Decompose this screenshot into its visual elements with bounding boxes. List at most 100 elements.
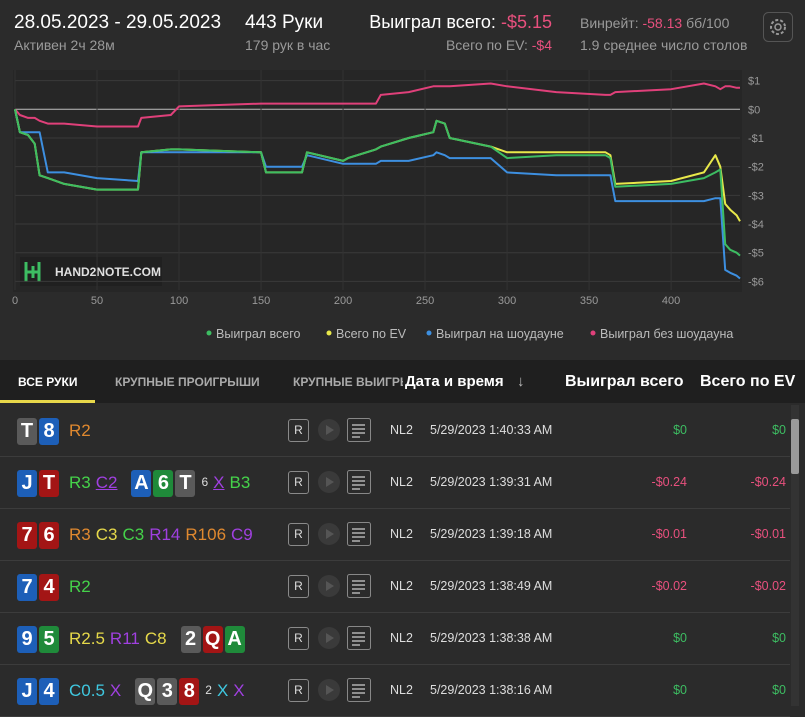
hand-line: 7 6 R3 C3 C3 R14 R106 C9 xyxy=(17,521,283,549)
action: R3 xyxy=(69,525,91,544)
hands-per-hour: 179 рук в час xyxy=(245,37,331,53)
tab[interactable]: КРУПНЫЕ ВЫИГРЫШИ xyxy=(293,375,403,389)
hand-line: J 4 C0.5 X Q 3 8 2 X X xyxy=(17,677,283,705)
hand-line: 7 4 R2 xyxy=(17,573,283,601)
limit: NL2 xyxy=(390,683,413,697)
legend-marker xyxy=(326,330,332,336)
column-header[interactable]: Выиграл всего xyxy=(565,373,684,390)
y-tick-label: -$1 xyxy=(748,133,764,145)
x-tick-label: 350 xyxy=(580,295,598,307)
pot-size: 6 xyxy=(201,475,209,489)
replay-button[interactable]: R xyxy=(288,471,309,494)
hand-row[interactable]: J 4 C0.5 X Q 3 8 2 X X R NL2 5/29/2023 1:38:16 AM $0 $… xyxy=(0,665,790,717)
notes-button[interactable] xyxy=(347,522,371,546)
ev: -$0.01 xyxy=(750,527,786,541)
date: 5/29/2023 1:38:38 AM xyxy=(430,631,553,645)
notes-button[interactable] xyxy=(347,470,371,494)
winrate-unit: бб/100 xyxy=(686,15,730,31)
won-total: Выиграл всего: -$5.15 xyxy=(369,12,552,33)
date: 5/29/2023 1:38:49 AM xyxy=(430,579,553,593)
replay-button[interactable]: R xyxy=(288,419,309,442)
action: B3 xyxy=(229,473,251,492)
active-time: Активен 2ч 28м xyxy=(14,37,115,53)
date: 5/29/2023 1:40:33 AM xyxy=(430,423,553,437)
play-button[interactable] xyxy=(317,470,341,494)
hole-card: 4 xyxy=(39,573,59,601)
hand-row[interactable]: 7 4 R2 R NL2 5/29/2023 1:38:49 AM -$0.02 -$0.02 xyxy=(0,561,790,613)
hole-card: 6 xyxy=(39,521,59,549)
action: R106 xyxy=(185,525,227,544)
action: C2 xyxy=(95,473,118,492)
x-tick-label: 400 xyxy=(662,295,680,307)
legend-marker xyxy=(206,330,212,336)
avg-tables: 1.9 среднее число столов xyxy=(580,37,748,53)
notes-button[interactable] xyxy=(347,574,371,598)
play-button[interactable] xyxy=(317,678,341,702)
action: X xyxy=(216,681,229,700)
hand-row[interactable]: J T R3 C2 A 6 T 6 X B3 R NL2 5/29/2023 1:39:31 AM -$0… xyxy=(0,457,790,509)
date: 5/29/2023 1:39:31 AM xyxy=(430,475,553,489)
hand-line: J T R3 C2 A 6 T 6 X B3 xyxy=(17,469,283,497)
action: R2.5 xyxy=(69,629,105,648)
play-button[interactable] xyxy=(317,626,341,650)
scrollbar[interactable] xyxy=(791,405,799,706)
hole-card: J xyxy=(17,677,37,705)
won: $0 xyxy=(673,631,687,645)
notes-button[interactable] xyxy=(347,626,371,650)
tab[interactable]: ВСЕ РУКИ xyxy=(18,375,78,389)
won-label: Выиграл всего: xyxy=(369,12,496,32)
ev-value: -$4 xyxy=(531,37,552,53)
replay-button[interactable]: R xyxy=(288,679,309,702)
action: R14 xyxy=(149,525,181,544)
replay-button[interactable]: R xyxy=(288,627,309,650)
column-header[interactable]: Дата и время xyxy=(405,373,504,390)
legend-label: Выиграл всего xyxy=(216,327,301,341)
action: X xyxy=(213,473,225,492)
ev: $0 xyxy=(772,631,786,645)
board-card: Q xyxy=(202,625,223,653)
replay-button[interactable]: R xyxy=(288,523,309,546)
limit: NL2 xyxy=(390,631,413,645)
y-tick-label: $0 xyxy=(748,104,760,116)
watermark-logo xyxy=(24,262,41,282)
tab[interactable]: КРУПНЫЕ ПРОИГРЫШИ xyxy=(115,375,260,389)
hand-row[interactable]: 9 5 R2.5 R11 C8 2 Q A R NL2 5/29/2023 1:38:38 AM $0… xyxy=(0,613,790,665)
notes-button[interactable] xyxy=(347,678,371,702)
hole-card: 7 xyxy=(17,573,37,601)
limit: NL2 xyxy=(390,579,413,593)
hand-row[interactable]: T 8 R2 R NL2 5/29/2023 1:40:33 AM $0 $0 xyxy=(0,405,790,457)
series-line xyxy=(14,109,741,257)
action: R3 xyxy=(69,473,91,492)
series-line xyxy=(14,109,741,280)
legend-label: Выиграл без шоудауна xyxy=(600,327,733,341)
active-tab-indicator xyxy=(0,400,95,403)
x-tick-label: 0 xyxy=(12,295,18,307)
board-card: A xyxy=(131,469,152,497)
column-header[interactable]: Всего по EV xyxy=(700,373,796,390)
play-button[interactable] xyxy=(317,418,341,442)
limit: NL2 xyxy=(390,527,413,541)
y-tick-label: $1 xyxy=(748,76,760,88)
hole-card: 8 xyxy=(39,417,59,445)
y-tick-label: -$5 xyxy=(748,248,764,260)
scrollbar-thumb[interactable] xyxy=(791,419,799,474)
ev: -$0.24 xyxy=(750,475,786,489)
won: -$0.24 xyxy=(651,475,687,489)
limit: NL2 xyxy=(390,475,413,489)
legend-marker xyxy=(590,330,596,336)
hand-line: T 8 R2 xyxy=(17,417,283,445)
settings-button[interactable] xyxy=(763,12,793,42)
notes-button[interactable] xyxy=(347,418,371,442)
play-button[interactable] xyxy=(317,522,341,546)
won: -$0.02 xyxy=(651,579,687,593)
winrate-label: Винрейт: xyxy=(580,15,639,31)
action: C3 xyxy=(122,525,145,544)
watermark: HAND2NOTE.COM xyxy=(55,265,161,279)
action: X xyxy=(109,681,122,700)
legend-marker xyxy=(426,330,432,336)
replay-button[interactable]: R xyxy=(288,575,309,598)
play-button[interactable] xyxy=(317,574,341,598)
legend-label: Выиграл на шоудауне xyxy=(436,327,564,341)
hands: 443 Руки xyxy=(245,12,324,33)
hand-row[interactable]: 7 6 R3 C3 C3 R14 R106 C9 R NL2 5/29/2023 1:39:18 A… xyxy=(0,509,790,561)
